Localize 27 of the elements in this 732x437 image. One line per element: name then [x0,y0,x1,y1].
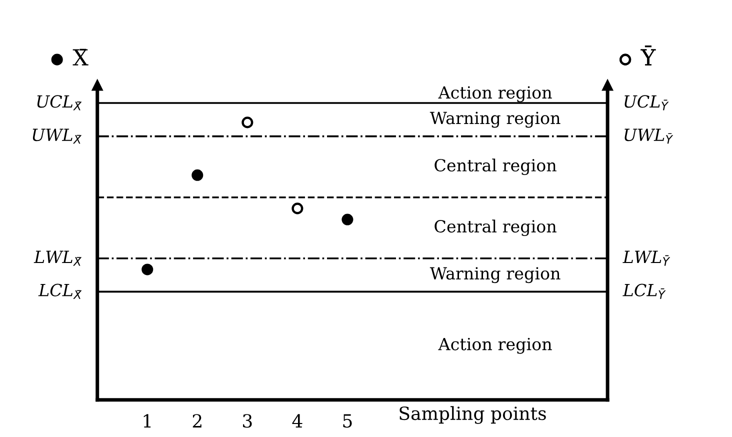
text: UWL$_{Ȳ}$ [624,128,674,144]
x-tick-label: 3 [243,414,252,428]
legend-label: X̄ [72,48,88,66]
point [142,264,154,276]
ref-line-label: LWL$_{X̄}$ [34,250,82,266]
x-tick-label: 4 [292,414,302,428]
ref-line-label: UWL$_{X̄}$ [32,128,82,144]
text: Warning region [430,267,560,284]
text: Warning region [430,112,560,128]
text: Central region [434,220,556,236]
x-tick-label: 1 [144,414,151,428]
text: UCL$_{Ȳ}$ [624,95,669,110]
legend-label: Ȳ [640,46,656,66]
text: Action region [438,338,552,354]
ref-line-label: UCL$_{X̄}$ [37,95,82,110]
x-tick-label: 2 [192,414,202,428]
text: Central region [434,158,556,176]
point [342,214,354,226]
text: LCL$_{Ȳ}$ [622,284,666,299]
text: LWL$_{Ȳ}$ [622,250,670,266]
ref-line-label: LCL$_{X̄}$ [38,284,82,299]
x-axis-title: Sampling points [400,406,546,424]
point [242,116,254,128]
x-tick-label: 5 [343,414,352,428]
point [292,202,304,214]
point [192,169,204,181]
text: Action region [438,86,552,102]
